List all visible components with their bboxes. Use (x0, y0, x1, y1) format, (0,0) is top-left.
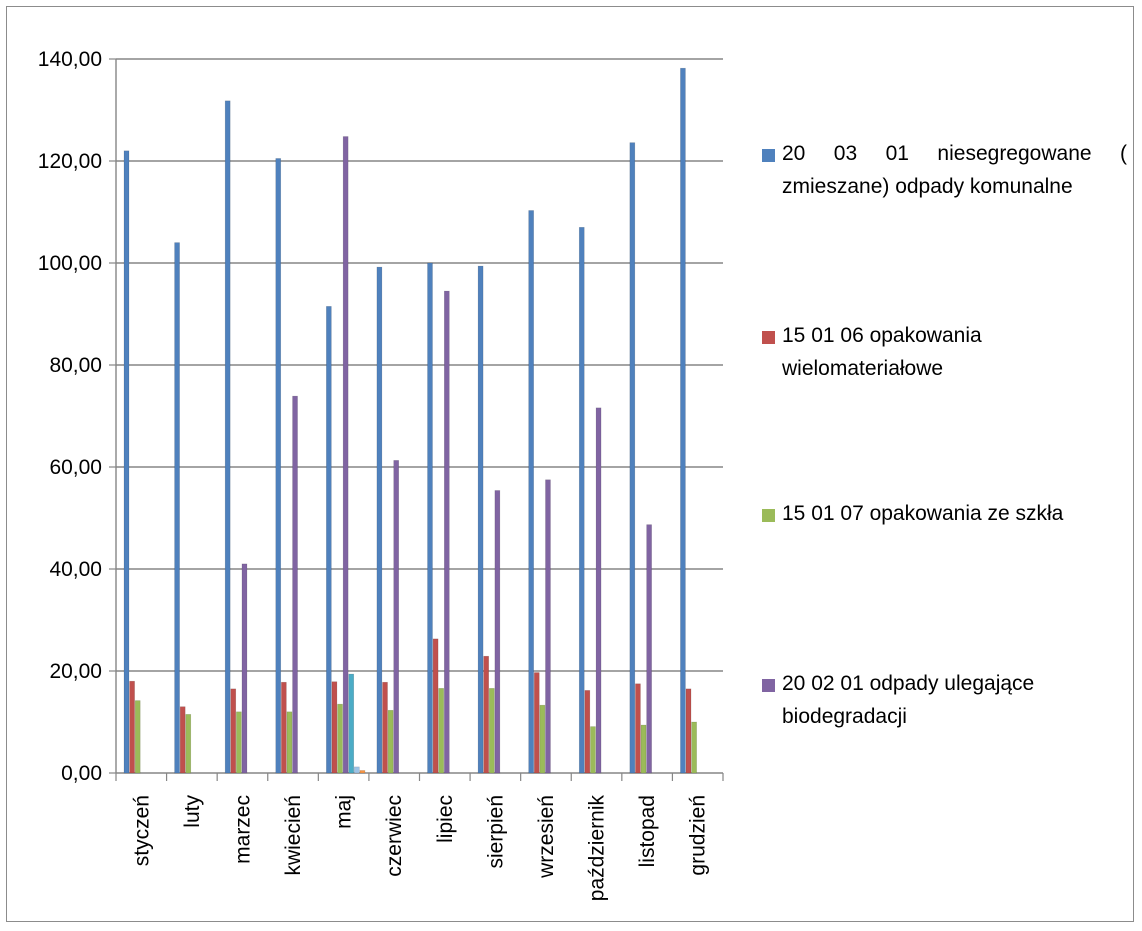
bar-sierpień-series-0 (477, 265, 484, 774)
bar-marzec-series-2 (236, 711, 242, 774)
x-tick-label: maj (333, 795, 356, 829)
bar-czerwiec-series-0 (376, 266, 383, 774)
bar-listopad-series-0 (629, 142, 636, 774)
bar-lipiec-series-3 (443, 290, 450, 774)
bar-wrzesień-series-3 (545, 479, 551, 774)
x-tick-label: wrzesień (535, 795, 558, 879)
bar-chart: 0,00 20,00 40,00 60,00 80,00 100,00 120,00 140,… (38, 48, 724, 902)
bar-grudzień-series-1 (685, 688, 692, 774)
y-tick-label: 140,00 (38, 48, 102, 71)
bar-kwiecień-series-2 (286, 711, 293, 774)
bar-październik-series-2 (590, 726, 596, 774)
x-tick-label: czerwiec (383, 795, 406, 877)
legend-label: 20 03 01 niesegregowane ( zmieszane) odp… (782, 142, 1127, 198)
chart-frame: 0,00 20,00 40,00 60,00 80,00 100,00 120,00 140,… (6, 6, 1134, 922)
bar-styczeń-series-1 (129, 680, 135, 774)
x-tick-label: lipiec (434, 795, 457, 843)
x-tick-label: sierpień (484, 795, 507, 869)
bar-styczeń-series-0 (123, 150, 130, 774)
bar-maj-series-5 (354, 766, 360, 774)
bar-maj-series-2 (337, 703, 343, 774)
bar-sierpień-series-3 (494, 490, 501, 774)
bar-luty-series-2 (185, 714, 192, 774)
bar-kwiecień-series-3 (292, 395, 298, 774)
bar-luty-series-1 (179, 706, 186, 774)
legend-label: 15 01 07 opakowania ze szkła (782, 502, 1064, 525)
x-tick-label: luty (181, 795, 204, 828)
bar-grudzień-series-0 (680, 67, 686, 774)
bar-listopad-series-2 (640, 724, 647, 774)
bar-sierpień-series-2 (488, 688, 495, 774)
bar-grudzień-series-2 (691, 721, 697, 774)
y-tick-label: 120,00 (38, 150, 102, 173)
bar-marzec-series-1 (230, 688, 237, 774)
x-tick-label: kwiecień (282, 795, 305, 876)
bar-wrzesień-series-2 (539, 704, 546, 774)
bar-maj-series-4 (348, 673, 355, 774)
bar-maj-series-3 (342, 136, 349, 774)
y-tick-label: 100,00 (38, 252, 102, 275)
x-tick-label: styczeń (130, 795, 153, 866)
y-tick-label: 60,00 (49, 456, 102, 479)
bar-listopad-series-3 (646, 524, 652, 774)
bar-lipiec-series-2 (438, 688, 445, 774)
bar-kwiecień-series-1 (281, 681, 287, 774)
bar-wrzesień-series-1 (533, 672, 540, 774)
legend-swatch (762, 149, 775, 162)
legend-label: 20 02 01 odpady ulegające biodegradacji (782, 672, 1035, 728)
legend-swatch (762, 679, 775, 692)
x-tick-label: październik (586, 795, 609, 902)
bar-lipiec-series-0 (427, 262, 433, 774)
legend-swatch (762, 331, 775, 344)
bar-lipiec-series-1 (432, 638, 439, 774)
bar-czerwiec-series-2 (387, 709, 394, 774)
bar-marzec-series-3 (241, 563, 248, 774)
bar-październik-series-3 (595, 407, 602, 774)
bar-maj-series-0 (326, 306, 332, 774)
bar-listopad-series-1 (635, 683, 641, 774)
y-tick-label: 80,00 (49, 354, 102, 377)
legend-swatch (762, 509, 775, 522)
bar-luty-series-0 (174, 242, 180, 774)
bar-październik-series-0 (578, 227, 585, 774)
bar-wrzesień-series-0 (528, 210, 534, 774)
bar-sierpień-series-1 (483, 655, 489, 774)
bar-październik-series-1 (584, 690, 591, 774)
bar-maj-series-6 (359, 770, 366, 774)
y-tick-label: 20,00 (49, 660, 102, 683)
bar-marzec-series-0 (224, 100, 231, 774)
bar-styczeń-series-2 (134, 700, 141, 774)
bar-kwiecień-series-0 (275, 158, 282, 774)
legend-label: 15 01 06 opakowania wielomateriałowe (782, 324, 982, 380)
bar-czerwiec-series-1 (382, 681, 388, 774)
y-tick-label: 0,00 (61, 762, 102, 785)
y-tick-label: 40,00 (49, 558, 102, 581)
x-tick-label: listopad (636, 795, 659, 867)
x-tick-label: marzec (231, 795, 254, 864)
x-tick-label: grudzień (687, 795, 710, 876)
bar-czerwiec-series-3 (393, 460, 400, 774)
bar-maj-series-1 (331, 681, 338, 774)
